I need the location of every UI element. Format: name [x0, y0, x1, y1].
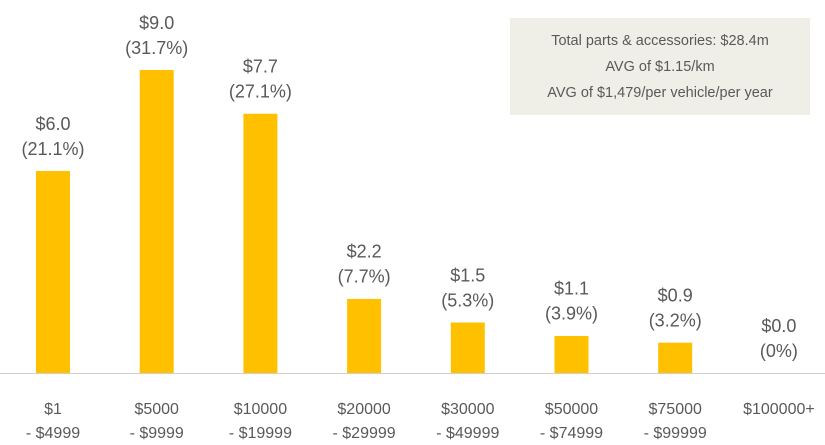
value-label: $0.0 [761, 316, 796, 336]
x-tick-label: $20000 [337, 401, 390, 418]
share-label: (27.1%) [229, 82, 292, 102]
share-label: (3.9%) [545, 304, 598, 324]
x-tick-label: $50000 [545, 401, 598, 418]
x-tick-label: $100000+ [743, 401, 815, 418]
x-tick-label: - $99999 [644, 425, 707, 442]
x-tick-label: - $19999 [229, 425, 292, 442]
annotation: AVG of $1,479/per vehicle/per year [547, 85, 773, 101]
annotation: Total parts & accessories: $28.4m [551, 33, 769, 49]
x-tick-label: $5000 [134, 401, 179, 418]
value-label: $9.0 [139, 13, 174, 33]
x-tick-label: - $49999 [436, 425, 499, 442]
annotation: AVG of $1.15/km [605, 59, 714, 75]
x-tick-label: $1 [44, 401, 62, 418]
x-tick-label: - $4999 [26, 425, 80, 442]
share-label: (21.1%) [21, 139, 84, 159]
value-label: $0.9 [658, 285, 693, 305]
x-tick-label: $75000 [649, 401, 702, 418]
value-label: $2.2 [347, 242, 382, 262]
bar [36, 171, 70, 373]
annotation-box [510, 18, 810, 115]
x-tick-label: $30000 [441, 401, 494, 418]
x-tick-label: - $9999 [130, 425, 184, 442]
value-label: $1.1 [554, 279, 589, 299]
share-label: (0%) [760, 341, 798, 361]
bar [554, 335, 589, 373]
x-tick-label: $10000 [234, 401, 287, 418]
x-tick-label: - $29999 [333, 425, 396, 442]
value-label: $7.7 [243, 57, 278, 77]
bar [243, 113, 278, 374]
share-label: (5.3%) [441, 290, 494, 310]
bar [347, 298, 382, 373]
share-label: (31.7%) [125, 38, 188, 58]
bar [139, 70, 174, 373]
share-label: (7.7%) [338, 267, 391, 287]
bar [450, 322, 485, 373]
x-tick-label: - $74999 [540, 425, 603, 442]
share-label: (3.2%) [649, 310, 702, 330]
value-label: $6.0 [35, 114, 70, 134]
bar [658, 342, 693, 373]
value-label: $1.5 [450, 265, 485, 285]
